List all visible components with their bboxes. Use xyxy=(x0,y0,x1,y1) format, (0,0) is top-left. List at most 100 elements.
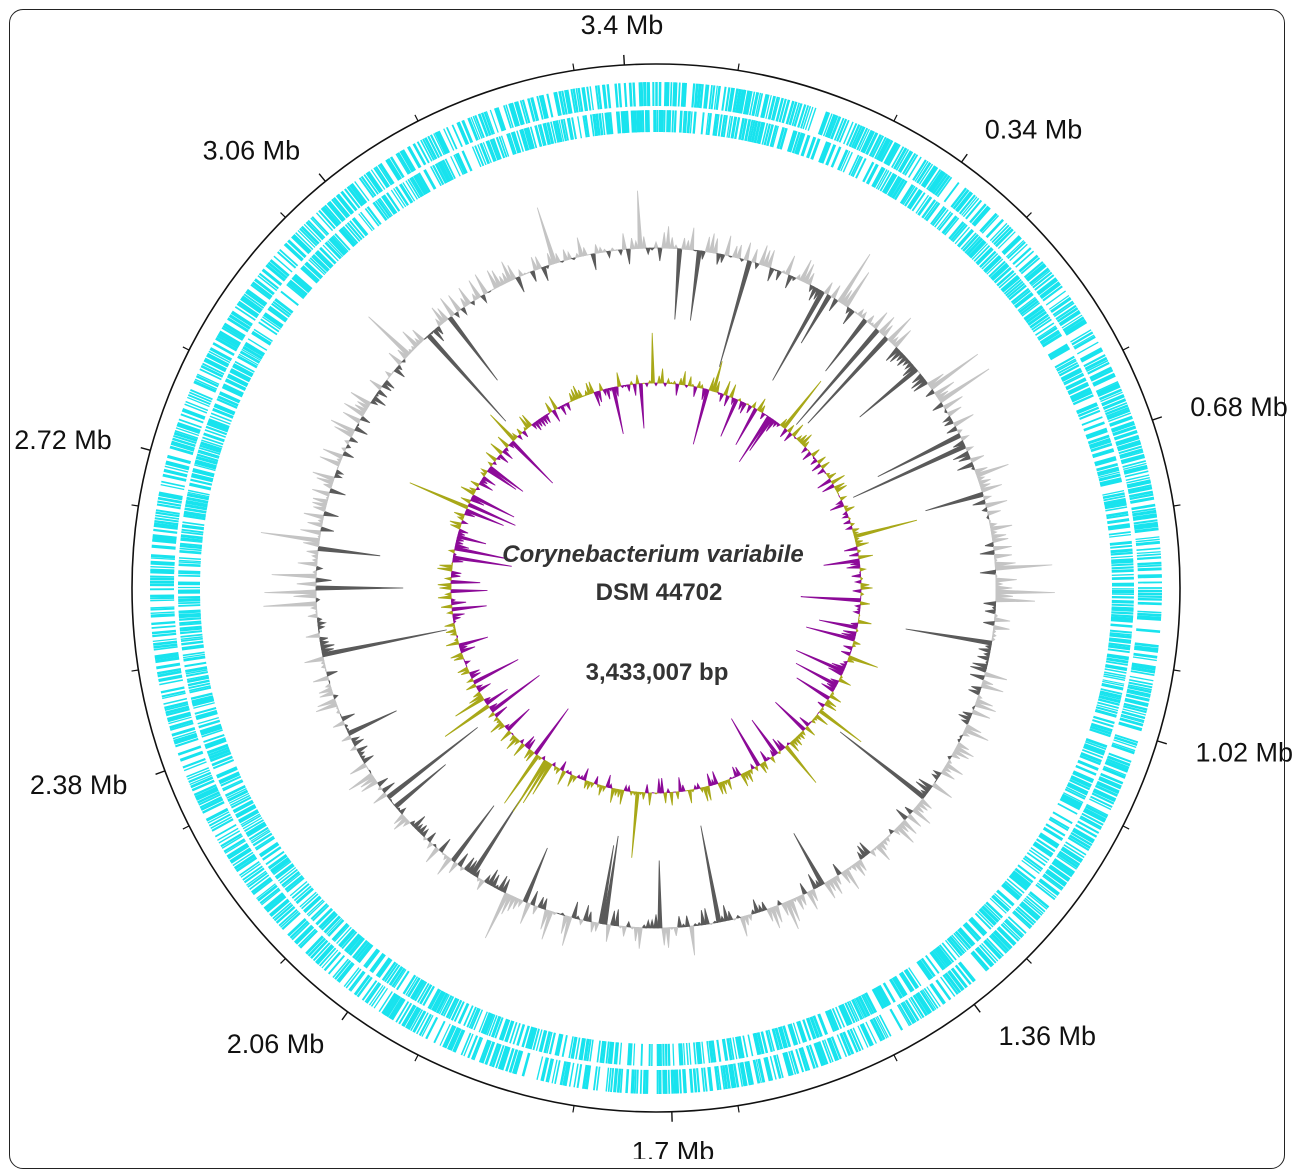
gc-content-bar xyxy=(322,630,447,657)
gc-skew-bar xyxy=(491,444,503,455)
gc-skew-bar xyxy=(501,731,511,741)
minor-tick xyxy=(281,959,286,964)
gc-content-bar xyxy=(993,629,996,633)
cds-feature xyxy=(1134,654,1158,657)
cds-feature xyxy=(697,1068,699,1092)
cds-feature xyxy=(150,600,174,601)
cds-feature xyxy=(684,1043,685,1065)
gc-content-bar xyxy=(298,562,317,566)
gc-skew-bar xyxy=(727,779,732,789)
gc-skew-bar xyxy=(817,457,825,464)
gc-skew-bar xyxy=(783,381,821,429)
gc-skew-bar xyxy=(861,583,869,586)
gc-content-bar xyxy=(906,629,992,645)
gc-skew-bar xyxy=(632,792,640,858)
gc-content-bar xyxy=(682,238,686,249)
gc-skew-bar xyxy=(750,418,773,451)
gc-content-bar xyxy=(853,444,966,497)
cds-feature xyxy=(697,1042,699,1064)
gc-skew-bar xyxy=(796,650,844,672)
gc-skew-bar xyxy=(792,425,803,437)
cds-feature xyxy=(151,622,175,624)
gc-skew-bar xyxy=(514,743,525,755)
cds-feature xyxy=(688,111,690,133)
cds-feature xyxy=(152,546,176,548)
gc-skew-bar xyxy=(787,425,794,432)
gc-skew-bar xyxy=(688,790,692,803)
gc-content-bar xyxy=(455,312,460,317)
gc-content-bar xyxy=(678,916,682,927)
cds-feature xyxy=(179,614,201,615)
gc-skew-bar xyxy=(498,437,509,448)
gc-skew-bar xyxy=(455,638,458,641)
cds-feature xyxy=(684,83,685,107)
gc-content-bar xyxy=(488,291,492,293)
cds-feature xyxy=(1081,350,1102,361)
gc-content-bar xyxy=(638,928,642,949)
gc-content-bar xyxy=(958,739,961,743)
cds-feature xyxy=(178,573,200,574)
gc-content-bar xyxy=(690,251,701,321)
gc-content-bar xyxy=(343,412,360,423)
gc-skew-bar xyxy=(465,661,470,664)
gc-skew-bar xyxy=(812,464,821,471)
gc-skew-bar xyxy=(467,678,473,682)
cds-feature xyxy=(1112,567,1134,568)
gc-skew-bar xyxy=(491,675,539,712)
gc-skew-bar xyxy=(721,399,738,437)
cds-feature xyxy=(679,1043,680,1065)
cds-feature xyxy=(189,484,211,489)
gc-content-bar xyxy=(682,924,686,927)
gc-content-bar xyxy=(523,848,547,903)
gc-skew-bar xyxy=(843,646,852,650)
gc-content-bar xyxy=(301,530,321,535)
gc-content-bar xyxy=(831,286,840,299)
gc-skew-bar xyxy=(752,720,778,755)
gc-content-bar xyxy=(471,799,521,875)
gc-content-bar xyxy=(603,249,607,252)
gc-skew-bar xyxy=(819,710,861,742)
cds-feature xyxy=(635,1070,636,1094)
gc-skew-bar xyxy=(682,785,685,792)
gc-skew-bar xyxy=(453,614,465,617)
minor-tick xyxy=(183,347,189,350)
gc-skew-bar xyxy=(667,789,670,793)
gc-skew-bar xyxy=(849,553,858,556)
gc-content-bar xyxy=(630,238,634,249)
gc-content-bar xyxy=(312,489,329,496)
gc-content-bar xyxy=(972,710,990,719)
gc-content-bar xyxy=(918,371,921,374)
gc-skew-bar xyxy=(636,375,639,384)
cds-feature xyxy=(563,1035,567,1057)
gc-content-bar xyxy=(996,578,1017,582)
cds-feature xyxy=(671,82,672,106)
gc-content-bar xyxy=(313,558,318,562)
gc-content-bar xyxy=(697,923,701,926)
gc-content-bar xyxy=(992,633,996,637)
gc-content-bar xyxy=(973,500,986,505)
gc-content-bar xyxy=(615,909,619,926)
gc-skew-bar xyxy=(819,620,857,629)
gc-content-bar xyxy=(392,371,395,374)
tick-label: 1.7 Mb xyxy=(632,1137,715,1159)
cds-feature xyxy=(152,626,176,628)
gc-skew-bar xyxy=(560,762,566,771)
cds-feature xyxy=(615,1068,617,1092)
cds-feature xyxy=(679,83,680,107)
cds-feature xyxy=(754,1060,759,1084)
cds-feature xyxy=(672,1070,673,1094)
gc-skew-bar xyxy=(558,771,566,785)
gc-content-bar xyxy=(342,714,355,721)
cds-feature xyxy=(717,1040,720,1062)
minor-tick xyxy=(132,505,139,506)
gc-skew-bar xyxy=(449,550,455,553)
gc-content-bar xyxy=(670,928,674,930)
gc-content-bar xyxy=(611,911,615,926)
gc-content-bar xyxy=(342,448,346,452)
gc-skew-bar xyxy=(445,577,451,580)
cds-feature xyxy=(1137,611,1161,612)
gc-skew-bar xyxy=(603,389,606,395)
gc-skew-bar xyxy=(811,450,819,457)
gc-skew-bar xyxy=(552,410,560,422)
